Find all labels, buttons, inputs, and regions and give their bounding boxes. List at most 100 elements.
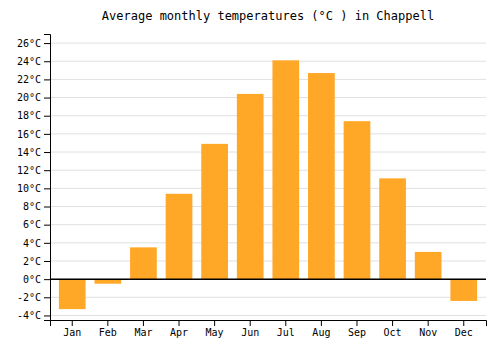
x-tick-mark <box>143 320 144 326</box>
x-tick: May <box>206 320 224 338</box>
x-tick: Jan <box>63 320 81 338</box>
y-tick: 20°C <box>17 92 50 103</box>
y-tick-mark <box>44 98 50 99</box>
y-tick: 4°C <box>23 238 50 249</box>
y-axis-line <box>44 35 51 321</box>
y-tick-mark <box>44 43 50 44</box>
y-tick: 24°C <box>17 56 50 67</box>
grid-line <box>50 315 486 316</box>
x-tick-label: Jan <box>63 327 81 338</box>
y-tick-mark <box>44 116 50 117</box>
grid-line <box>50 188 486 189</box>
y-tick-mark <box>44 170 50 171</box>
y-tick-label: 8°C <box>23 201 41 212</box>
grid-line <box>50 115 486 116</box>
x-tick: Nov <box>419 320 437 338</box>
bar <box>415 252 442 279</box>
y-tick-mark <box>44 79 50 80</box>
grid-line <box>50 206 486 207</box>
y-tick-label: 12°C <box>17 165 41 176</box>
y-tick: -4°C <box>17 310 50 321</box>
x-tick: Feb <box>99 320 117 338</box>
grid-line <box>50 224 486 225</box>
chart: -4°C-2°C0°C2°C4°C6°C8°C10°C12°C14°C16°C1… <box>0 0 500 350</box>
y-tick-mark <box>44 152 50 153</box>
bar <box>201 144 228 279</box>
grid-line <box>50 152 486 153</box>
y-tick: 10°C <box>17 183 50 194</box>
y-tick-mark <box>44 134 50 135</box>
x-tick-label: Oct <box>384 327 402 338</box>
y-tick-label: -2°C <box>17 292 41 303</box>
grid-line <box>50 242 486 243</box>
x-tick-label: Apr <box>170 327 188 338</box>
bar <box>59 279 86 309</box>
y-tick-mark <box>44 188 50 189</box>
x-tick-label: Jul <box>277 327 295 338</box>
x-tick: Mar <box>134 320 152 338</box>
x-tick-label: Aug <box>312 327 330 338</box>
x-tick-label: May <box>206 327 224 338</box>
x-tick: Dec <box>455 320 473 338</box>
y-tick: 2°C <box>23 256 50 267</box>
bar <box>272 60 299 279</box>
x-tick: Sep <box>348 320 366 338</box>
y-tick-mark <box>44 225 50 226</box>
x-tick-mark <box>392 320 393 326</box>
grid-line <box>50 97 486 98</box>
x-tick-label: Sep <box>348 327 366 338</box>
y-tick: -2°C <box>17 292 50 303</box>
zero-line <box>50 278 486 280</box>
bar <box>344 121 371 279</box>
y-tick-label: 2°C <box>23 256 41 267</box>
bar <box>166 194 193 279</box>
x-tick: Jun <box>241 320 259 338</box>
y-tick-label: 0°C <box>23 274 41 285</box>
y-tick-label: 22°C <box>17 74 41 85</box>
x-tick-mark <box>356 320 357 326</box>
x-tick-mark <box>428 320 429 326</box>
y-tick-label: 24°C <box>17 56 41 67</box>
grid-line <box>50 61 486 62</box>
y-tick-label: 10°C <box>17 183 41 194</box>
y-tick: 0°C <box>23 274 50 285</box>
x-tick: Aug <box>312 320 330 338</box>
y-tick-label: 20°C <box>17 92 41 103</box>
grid-line <box>50 279 486 280</box>
x-tick-label: Nov <box>419 327 437 338</box>
x-tick-mark <box>214 320 215 326</box>
y-tick: 22°C <box>17 74 50 85</box>
plot: -4°C-2°C0°C2°C4°C6°C8°C10°C12°C14°C16°C1… <box>17 35 487 339</box>
x-axis-line <box>51 321 487 327</box>
y-tick-label: -4°C <box>17 310 41 321</box>
y-tick: 18°C <box>17 110 50 121</box>
x-axis: Jan Feb Mar Apr May Jun Jul Aug Sep Oct Nov Dec <box>51 320 487 338</box>
bars <box>50 60 486 309</box>
y-tick: 12°C <box>17 165 50 176</box>
x-tick-mark <box>285 320 286 326</box>
y-tick-mark <box>44 243 50 244</box>
bar <box>379 178 406 279</box>
y-tick: 14°C <box>17 147 50 158</box>
y-tick-label: 14°C <box>17 147 41 158</box>
grid-line <box>50 133 486 134</box>
bar <box>450 279 477 301</box>
x-tick-mark <box>463 320 464 326</box>
y-tick-mark <box>44 279 50 280</box>
x-tick: Apr <box>170 320 188 338</box>
y-tick-mark <box>44 207 50 208</box>
bar <box>237 94 264 279</box>
x-tick-mark <box>107 320 108 326</box>
y-tick: 6°C <box>23 219 50 230</box>
title: Average monthly temperatures (°C ) in Ch… <box>102 9 434 23</box>
x-tick-mark <box>72 320 73 326</box>
y-tick-label: 18°C <box>17 110 41 121</box>
bar <box>130 247 157 279</box>
y-tick-label: 6°C <box>23 219 41 230</box>
y-tick-label: 26°C <box>17 38 41 49</box>
grid-line <box>50 170 486 171</box>
x-tick-label: Dec <box>455 327 473 338</box>
y-axis: -4°C-2°C0°C2°C4°C6°C8°C10°C12°C14°C16°C1… <box>17 35 51 322</box>
y-tick-mark <box>44 315 50 316</box>
x-tick-mark <box>321 320 322 326</box>
